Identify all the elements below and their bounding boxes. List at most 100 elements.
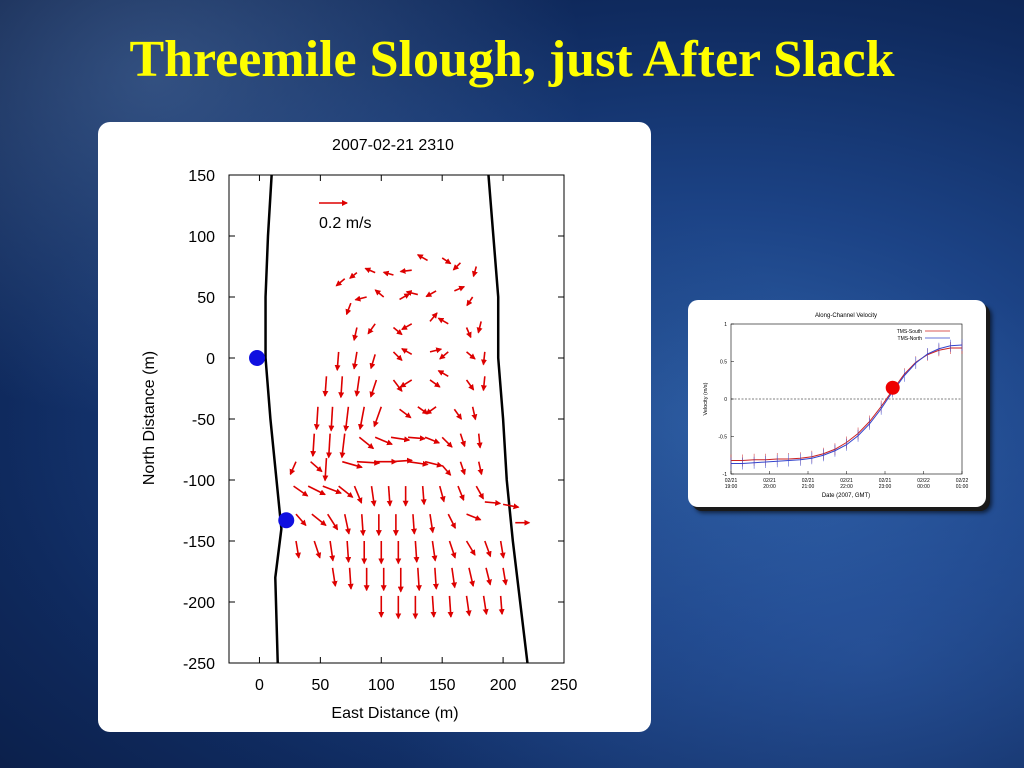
velocity-vector	[326, 433, 332, 459]
velocity-vector	[352, 327, 359, 342]
velocity-vector	[311, 513, 327, 526]
velocity-vector	[401, 348, 413, 356]
velocity-vector	[499, 540, 506, 559]
velocity-vector	[466, 296, 474, 307]
y-axis-label: North Distance (m)	[141, 351, 158, 485]
velocity-vector	[452, 262, 462, 271]
velocity-vector	[498, 595, 505, 616]
velocity-vector	[453, 408, 463, 420]
velocity-vector	[359, 514, 366, 537]
y-tick-label: 0	[206, 351, 215, 368]
velocity-vector	[502, 567, 509, 586]
velocity-vector	[448, 540, 457, 559]
velocity-vector	[374, 289, 385, 298]
velocity-vector	[329, 540, 336, 562]
velocity-vector	[417, 406, 429, 415]
velocity-vector	[326, 513, 339, 531]
velocity-vector	[339, 433, 346, 459]
velocity-vector	[310, 461, 323, 473]
y-tick-label: 100	[188, 229, 215, 246]
velocity-vector	[432, 567, 439, 590]
x-tick-label: 150	[429, 677, 456, 694]
velocity-vector	[342, 460, 363, 469]
velocity-vector	[347, 567, 354, 590]
velocity-vector	[459, 461, 466, 476]
velocity-vector	[424, 436, 441, 444]
velocity-vector	[480, 376, 487, 392]
inset-x-tick-time: 21:00	[802, 484, 815, 490]
x-tick-label: 200	[490, 677, 517, 694]
inset-x-tick-time: 00:00	[917, 484, 930, 490]
inset-y-axis-label: Velocity (m/s)	[703, 382, 709, 415]
velocity-vector	[345, 540, 352, 563]
velocity-vector	[465, 379, 475, 391]
inset-x-tick-date: 02/21	[725, 478, 738, 484]
inset-y-tick-label: -0.5	[718, 435, 727, 441]
velocity-vector	[475, 485, 484, 500]
velocity-vector	[431, 540, 438, 562]
velocity-vector	[295, 540, 301, 559]
velocity-vector	[289, 461, 297, 476]
scale-arrow-label: 0.2 m/s	[319, 215, 371, 232]
y-tick-label: -50	[192, 412, 215, 429]
velocity-vector	[466, 351, 476, 360]
velocity-vector	[457, 485, 465, 502]
velocity-vector	[447, 513, 456, 530]
x-tick-label: 100	[368, 677, 395, 694]
velocity-vector	[441, 436, 453, 448]
east-bank-line	[487, 174, 529, 664]
station-marker	[278, 512, 295, 529]
velocity-vector	[322, 457, 329, 482]
velocity-vector	[399, 408, 412, 419]
velocity-vector	[454, 285, 466, 292]
velocity-vector	[373, 406, 383, 428]
inset-x-tick-time: 19:00	[725, 484, 738, 490]
velocity-vector	[441, 464, 452, 476]
velocity-vector	[295, 513, 307, 527]
velocity-vector	[466, 513, 482, 521]
velocity-vector	[451, 567, 457, 589]
velocity-vector	[471, 406, 478, 421]
velocity-vector	[502, 503, 520, 510]
velocity-vector	[480, 351, 487, 366]
velocity-vector	[354, 376, 361, 397]
y-tick-label: 50	[197, 290, 215, 307]
velocity-vector	[410, 514, 417, 535]
x-tick-label: 250	[551, 677, 578, 694]
chart-title: 2007-02-21 2310	[332, 137, 454, 154]
velocity-vector	[357, 406, 366, 431]
velocity-vector	[437, 317, 449, 325]
velocity-vector	[338, 485, 354, 498]
inset-x-tick-date: 02/22	[917, 478, 930, 484]
velocity-vector	[465, 540, 476, 556]
velocity-vector	[465, 595, 472, 617]
velocity-vector	[392, 379, 403, 392]
velocity-vector	[459, 433, 466, 448]
velocity-vector	[310, 433, 317, 458]
velocity-vector	[401, 323, 413, 331]
velocity-vector	[307, 485, 326, 496]
velocity-vector	[439, 351, 449, 360]
velocity-vector	[322, 376, 329, 397]
velocity-vector	[408, 435, 426, 442]
velocity-vector	[335, 278, 346, 287]
inset-x-tick-date: 02/21	[763, 478, 776, 484]
vector-map-chart: 2007-02-21 2310 East Distance (m) North …	[141, 137, 578, 722]
velocity-vector	[465, 327, 472, 339]
velocity-vector	[420, 486, 427, 506]
y-tick-label: -250	[183, 656, 215, 673]
slide-title: Threemile Slough, just After Slack	[129, 31, 895, 88]
velocity-vector	[416, 254, 428, 262]
velocity-vector	[331, 567, 338, 588]
inset-y-tick-label: -1	[723, 472, 728, 478]
velocity-vector	[334, 351, 341, 372]
y-tick-label: -100	[183, 473, 215, 490]
station-marker	[249, 350, 266, 366]
velocity-vector	[468, 567, 475, 588]
x-axis-label: East Distance (m)	[331, 705, 458, 722]
x-tick-label: 0	[255, 677, 264, 694]
velocity-vector	[328, 406, 335, 432]
velocity-vector	[338, 376, 345, 399]
velocity-vector	[438, 485, 446, 503]
velocity-vector	[349, 271, 358, 279]
